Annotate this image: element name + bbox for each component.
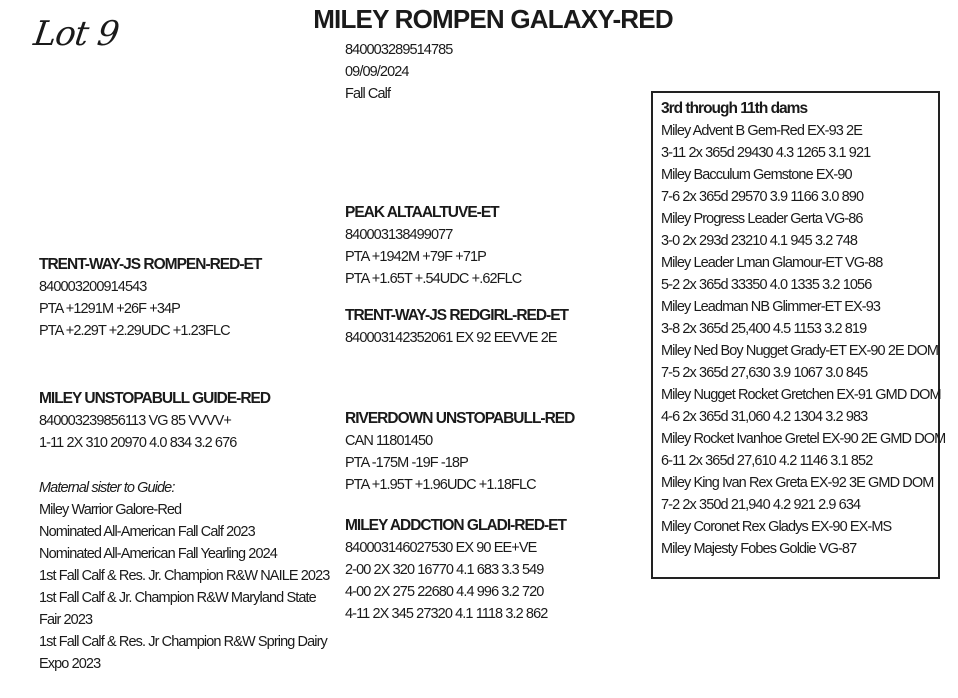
notes-block: Maternal sister to Guide: Miley Warrior … bbox=[39, 477, 330, 675]
sire-dam-name: TRENT-WAY-JS REDGIRL-RED-ET bbox=[345, 307, 569, 324]
dam-entry: Miley Ned Boy Nugget Grady-ET EX-90 2E D… bbox=[661, 343, 939, 359]
dam-record: 7-2 2x 350d 21,940 4.2 921 2.9 634 bbox=[661, 497, 861, 513]
dams-list: 3rd through 11th dams Miley Advent B Gem… bbox=[661, 98, 946, 560]
sire-sire-line: 840003138499077 bbox=[345, 227, 453, 243]
note-line: Expo 2023 bbox=[39, 656, 101, 672]
dam-entry: Miley Progress Leader Gerta VG-86 bbox=[661, 211, 863, 227]
note-line: Miley Warrior Galore-Red bbox=[39, 502, 182, 518]
dam-line: 1-11 2X 310 20970 4.0 834 3.2 676 bbox=[39, 435, 237, 451]
birth-date: 09/09/2024 bbox=[345, 64, 409, 80]
sire-sire-line: PTA +1942M +79F +71P bbox=[345, 249, 487, 265]
registration-number: 840003289514785 bbox=[345, 42, 453, 58]
subject-info: 840003289514785 09/09/2024 Fall Calf bbox=[345, 39, 453, 105]
dam-dam-line: 4-00 2X 275 22680 4.4 996 3.2 720 bbox=[345, 584, 544, 600]
dam-record: 5-2 2x 365d 33350 4.0 1335 3.2 1056 bbox=[661, 277, 872, 293]
sire-line: PTA +2.29T +2.29UDC +1.23FLC bbox=[39, 323, 231, 339]
dam-record: 7-6 2x 365d 29570 3.9 1166 3.0 890 bbox=[661, 189, 864, 205]
dam-entry: Miley Leader Lman Glamour-ET VG-88 bbox=[661, 255, 883, 271]
sire-line: PTA +1291M +26F +34P bbox=[39, 301, 181, 317]
dam-block: MILEY UNSTOPABULL GUIDE-RED 840003239856… bbox=[39, 388, 271, 454]
sire-sire-line: PTA +1.65T +.54UDC +.62FLC bbox=[345, 271, 522, 287]
notes-heading: Maternal sister to Guide: bbox=[39, 480, 175, 496]
dam-record: 3-8 2x 365d 25,400 4.5 1153 3.2 819 bbox=[661, 321, 867, 337]
animal-title: MILEY ROMPEN GALAXY-RED bbox=[313, 4, 673, 34]
dam-record: 7-5 2x 365d 27,630 3.9 1067 3.0 845 bbox=[661, 365, 868, 381]
note-line: 1st Fall Calf & Jr. Champion R&W Marylan… bbox=[39, 590, 317, 606]
sire-sire-name: PEAK ALTAALTUVE-ET bbox=[345, 204, 500, 221]
dam-dam-line: 4-11 2X 345 27320 4.1 1118 3.2 862 bbox=[345, 606, 548, 622]
dam-line: 840003239856113 VG 85 VVVV+ bbox=[39, 413, 232, 429]
dam-name: MILEY UNSTOPABULL GUIDE-RED bbox=[39, 390, 271, 407]
dam-dam-name: MILEY ADDCTION GLADI-RED-ET bbox=[345, 517, 567, 534]
note-line: 1st Fall Calf & Res. Jr. Champion R&W NA… bbox=[39, 568, 330, 584]
sire-name: TRENT-WAY-JS ROMPEN-RED-ET bbox=[39, 256, 262, 273]
dam-sire-block: RIVERDOWN UNSTOPABULL-RED CAN 11801450 P… bbox=[345, 408, 575, 496]
dam-entry: Miley Bacculum Gemstone EX-90 bbox=[661, 167, 853, 183]
dam-entry: Miley Rocket Ivanhoe Gretel EX-90 2E GMD… bbox=[661, 431, 946, 447]
sire-line: 840003200914543 bbox=[39, 279, 147, 295]
sire-sire-block: PEAK ALTAALTUVE-ET 840003138499077 PTA +… bbox=[345, 202, 522, 290]
sire-block: TRENT-WAY-JS ROMPEN-RED-ET 8400032009145… bbox=[39, 254, 262, 342]
dam-record: 6-11 2x 365d 27,610 4.2 1146 3.1 852 bbox=[661, 453, 873, 469]
class: Fall Calf bbox=[345, 86, 391, 102]
sire-dam-block: TRENT-WAY-JS REDGIRL-RED-ET 840003142352… bbox=[345, 305, 569, 349]
dam-record: 4-6 2x 365d 31,060 4.2 1304 3.2 983 bbox=[661, 409, 868, 425]
dam-record: 3-11 2x 365d 29430 4.3 1265 3.1 921 bbox=[661, 145, 871, 161]
dam-sire-line: CAN 11801450 bbox=[345, 433, 433, 449]
note-line: Nominated All-American Fall Yearling 202… bbox=[39, 546, 278, 562]
dam-dam-block: MILEY ADDCTION GLADI-RED-ET 840003146027… bbox=[345, 515, 567, 625]
dam-entry: Miley Majesty Fobes Goldie VG-87 bbox=[661, 541, 857, 557]
sire-dam-line: 840003142352061 EX 92 EEVVE 2E bbox=[345, 330, 558, 346]
dam-entry: Miley Advent B Gem-Red EX-93 2E bbox=[661, 123, 863, 139]
dam-entry: Miley King Ivan Rex Greta EX-92 3E GMD D… bbox=[661, 475, 934, 491]
dam-dam-line: 840003146027530 EX 90 EE+VE bbox=[345, 540, 537, 556]
dams-heading: 3rd through 11th dams bbox=[661, 100, 808, 117]
dam-entry: Miley Coronet Rex Gladys EX-90 EX-MS bbox=[661, 519, 892, 535]
dam-record: 3-0 2x 293d 23210 4.1 945 3.2 748 bbox=[661, 233, 858, 249]
note-line: Fair 2023 bbox=[39, 612, 93, 628]
dam-sire-line: PTA +1.95T +1.96UDC +1.18FLC bbox=[345, 477, 537, 493]
dam-dam-line: 2-00 2X 320 16770 4.1 683 3.3 549 bbox=[345, 562, 544, 578]
dam-sire-name: RIVERDOWN UNSTOPABULL-RED bbox=[345, 410, 575, 427]
dams-box bbox=[651, 91, 940, 579]
dam-entry: Miley Leadman NB Glimmer-ET EX-93 bbox=[661, 299, 881, 315]
dam-sire-line: PTA -175M -19F -18P bbox=[345, 455, 469, 471]
note-line: 1st Fall Calf & Res. Jr Champion R&W Spr… bbox=[39, 634, 328, 650]
note-line: Nominated All-American Fall Calf 2023 bbox=[39, 524, 256, 540]
dam-entry: Miley Nugget Rocket Gretchen EX-91 GMD D… bbox=[661, 387, 942, 403]
